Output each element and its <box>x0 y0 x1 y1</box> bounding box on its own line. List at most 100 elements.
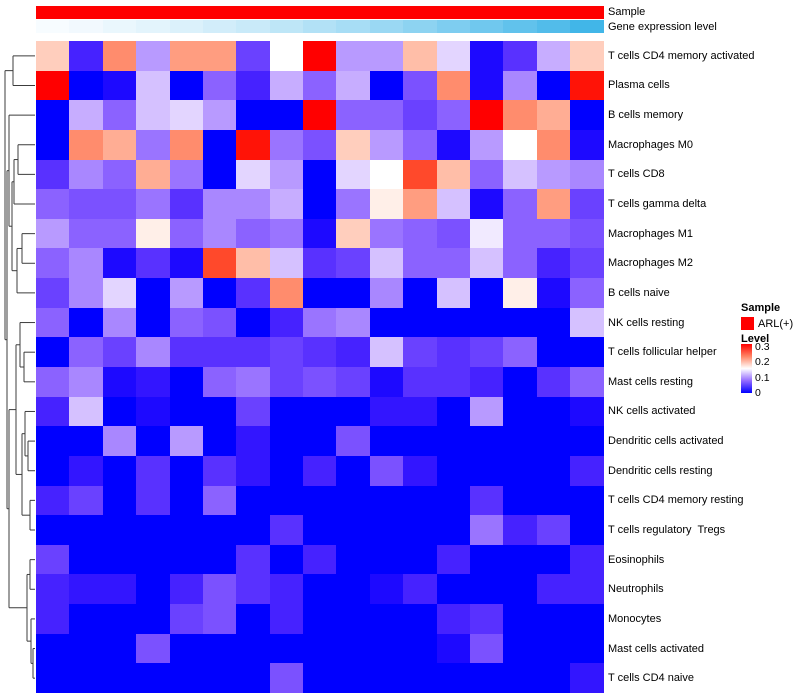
heatmap-cell <box>236 426 270 456</box>
heatmap-cell <box>270 100 303 130</box>
heatmap-cell <box>303 130 336 160</box>
row-label: Macrophages M2 <box>608 257 693 270</box>
heatmap-cell <box>103 634 136 663</box>
gene-expression-annotation-cell <box>437 20 470 33</box>
heatmap-cell <box>570 604 604 634</box>
heatmap-cell <box>537 663 570 693</box>
gene-expression-annotation-cell <box>470 20 503 33</box>
heatmap-cell <box>203 545 236 574</box>
heatmap-cell <box>437 367 470 397</box>
heatmap-cell <box>236 219 270 248</box>
heatmap-cell <box>170 456 203 486</box>
heatmap-cell <box>437 574 470 604</box>
heatmap-cell <box>537 574 570 604</box>
heatmap-cell <box>170 130 203 160</box>
heatmap-cell <box>270 41 303 71</box>
heatmap-cell <box>270 189 303 219</box>
heatmap-cell <box>303 160 336 189</box>
heatmap-cell <box>570 41 604 71</box>
heatmap-cell <box>570 130 604 160</box>
heatmap-cell <box>203 278 236 308</box>
row-label: T cells follicular helper <box>608 346 717 359</box>
row-label: T cells CD4 memory activated <box>608 49 755 62</box>
heatmap-cell <box>537 130 570 160</box>
heatmap-cell <box>537 367 570 397</box>
heatmap-cell <box>170 426 203 456</box>
heatmap-cell <box>136 663 170 693</box>
heatmap-cell <box>170 41 203 71</box>
heatmap-cell <box>403 160 437 189</box>
heatmap-cell <box>370 634 403 663</box>
heatmap-cell <box>69 545 103 574</box>
heatmap-cell <box>36 545 69 574</box>
sample-legend-swatch <box>741 317 754 330</box>
heatmap-cell <box>103 426 136 456</box>
heatmap-cell <box>437 397 470 426</box>
heatmap-cell <box>203 426 236 456</box>
heatmap-cell <box>236 130 270 160</box>
heatmap-cell <box>236 100 270 130</box>
heatmap-cell <box>370 160 403 189</box>
heatmap-cell <box>537 71 570 100</box>
heatmap-cell <box>403 486 437 515</box>
heatmap-cell <box>570 248 604 278</box>
heatmap-cell <box>503 486 537 515</box>
heatmap-cell <box>270 308 303 337</box>
heatmap-cell <box>136 397 170 426</box>
heatmap-cell <box>103 545 136 574</box>
heatmap-cell <box>69 367 103 397</box>
heatmap-cell <box>503 634 537 663</box>
heatmap-cell <box>470 160 503 189</box>
heatmap-cell <box>437 100 470 130</box>
heatmap-cell <box>203 515 236 545</box>
row-label: Dendritic cells activated <box>608 435 724 448</box>
heatmap-cell <box>470 574 503 604</box>
heatmap-cell <box>270 456 303 486</box>
heatmap-cell <box>136 426 170 456</box>
heatmap-cell <box>370 426 403 456</box>
row-label: Macrophages M0 <box>608 138 693 151</box>
heatmap-cell <box>437 219 470 248</box>
heatmap-cell <box>336 397 370 426</box>
heatmap-cell <box>370 278 403 308</box>
heatmap-cell <box>236 634 270 663</box>
heatmap-cell <box>537 337 570 367</box>
heatmap-cell <box>236 308 270 337</box>
sample-legend-title: Sample <box>741 302 781 314</box>
heatmap-cell <box>136 219 170 248</box>
heatmap-cell <box>103 574 136 604</box>
row-label: Macrophages M1 <box>608 227 693 240</box>
heatmap-cell <box>236 189 270 219</box>
heatmap-cell <box>437 71 470 100</box>
heatmap-cell <box>336 634 370 663</box>
heatmap-cell <box>103 663 136 693</box>
heatmap-cell <box>69 308 103 337</box>
heatmap-cell <box>570 426 604 456</box>
heatmap-cell <box>336 308 370 337</box>
heatmap-cell <box>103 308 136 337</box>
heatmap-cell <box>437 663 470 693</box>
heatmap-cell <box>437 545 470 574</box>
heatmap-cell <box>236 248 270 278</box>
sample-legend-entry: ARL(+) <box>758 318 794 330</box>
heatmap-cell <box>570 486 604 515</box>
heatmap-cell <box>303 456 336 486</box>
heatmap-cell <box>69 189 103 219</box>
gene-expression-annotation-cell <box>303 20 336 33</box>
heatmap-cell <box>503 604 537 634</box>
heatmap-cell <box>36 41 69 71</box>
sample-annotation-label: Sample <box>608 6 646 18</box>
gene-expression-annotation-bar <box>36 20 604 33</box>
heatmap-cell <box>503 160 537 189</box>
heatmap-cell <box>103 397 136 426</box>
heatmap-cell <box>403 426 437 456</box>
heatmap-cell <box>537 100 570 130</box>
gene-expression-annotation-cell <box>537 20 570 33</box>
heatmap-cell <box>270 130 303 160</box>
heatmap-cell <box>403 515 437 545</box>
row-label: T cells regulatory Tregs <box>608 524 726 536</box>
heatmap-cell <box>36 337 69 367</box>
heatmap-cell <box>370 100 403 130</box>
heatmap-cell <box>503 189 537 219</box>
